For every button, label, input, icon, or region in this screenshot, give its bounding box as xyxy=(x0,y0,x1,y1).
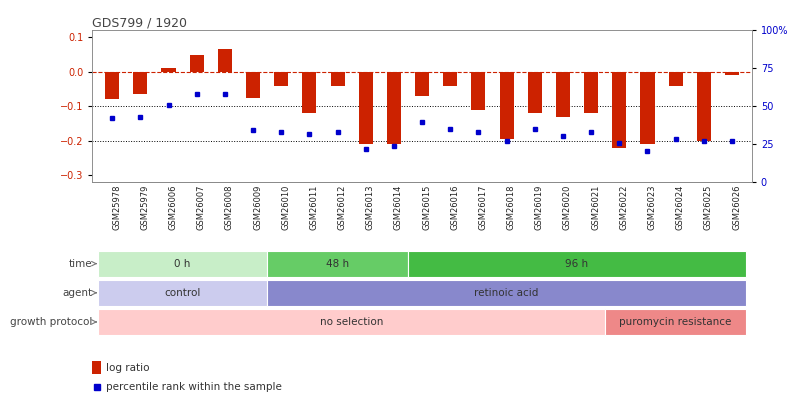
Bar xyxy=(527,72,541,113)
Text: time: time xyxy=(69,259,92,269)
Text: GSM26013: GSM26013 xyxy=(365,185,374,230)
Text: GDS799 / 1920: GDS799 / 1920 xyxy=(92,16,187,29)
Text: GSM25979: GSM25979 xyxy=(141,185,149,230)
Bar xyxy=(407,251,745,277)
Text: retinoic acid: retinoic acid xyxy=(474,288,538,298)
Bar xyxy=(724,72,738,75)
Text: GSM26017: GSM26017 xyxy=(478,185,487,230)
Bar xyxy=(190,55,203,72)
Bar xyxy=(414,72,429,96)
Bar xyxy=(696,72,710,141)
Text: GSM26014: GSM26014 xyxy=(393,185,402,230)
Bar xyxy=(499,72,513,139)
Bar xyxy=(267,280,745,306)
Bar xyxy=(267,251,407,277)
Text: GSM26024: GSM26024 xyxy=(675,185,684,230)
Bar xyxy=(98,309,605,335)
Bar xyxy=(218,49,231,72)
Text: GSM26008: GSM26008 xyxy=(225,185,234,230)
Text: GSM26011: GSM26011 xyxy=(309,185,318,230)
Text: GSM26022: GSM26022 xyxy=(618,185,627,230)
Bar xyxy=(98,251,267,277)
Text: GSM26018: GSM26018 xyxy=(506,185,515,230)
Bar xyxy=(555,72,569,117)
Text: agent: agent xyxy=(63,288,92,298)
Text: GSM26010: GSM26010 xyxy=(281,185,290,230)
Bar xyxy=(583,72,597,113)
Text: GSM26015: GSM26015 xyxy=(422,185,430,230)
Bar xyxy=(302,72,316,113)
Bar xyxy=(330,72,344,85)
Bar xyxy=(161,68,175,72)
Bar xyxy=(442,72,457,85)
Bar xyxy=(640,72,654,144)
Text: GSM26026: GSM26026 xyxy=(731,185,740,230)
Text: GSM26020: GSM26020 xyxy=(562,185,571,230)
Bar xyxy=(605,309,745,335)
Bar xyxy=(274,72,288,85)
Text: growth protocol: growth protocol xyxy=(10,317,92,327)
Bar xyxy=(105,72,119,99)
Text: GSM26009: GSM26009 xyxy=(253,185,262,230)
Text: percentile rank within the sample: percentile rank within the sample xyxy=(106,382,281,392)
Bar xyxy=(471,72,485,110)
Text: control: control xyxy=(165,288,201,298)
Bar xyxy=(612,72,626,148)
Bar xyxy=(668,72,682,85)
Text: GSM26019: GSM26019 xyxy=(534,185,543,230)
Text: GSM26025: GSM26025 xyxy=(703,185,712,230)
Text: GSM26007: GSM26007 xyxy=(197,185,206,230)
Bar xyxy=(358,72,373,144)
Text: GSM25978: GSM25978 xyxy=(112,185,121,230)
Text: GSM26021: GSM26021 xyxy=(590,185,599,230)
Text: no selection: no selection xyxy=(320,317,383,327)
Text: 0 h: 0 h xyxy=(174,259,190,269)
Text: GSM26006: GSM26006 xyxy=(169,185,177,230)
Text: GSM26023: GSM26023 xyxy=(646,185,656,230)
Text: GSM26012: GSM26012 xyxy=(337,185,346,230)
Text: log ratio: log ratio xyxy=(106,362,149,373)
Bar xyxy=(98,280,267,306)
Bar xyxy=(133,72,147,94)
Bar xyxy=(92,361,101,374)
Bar xyxy=(246,72,260,98)
Text: 96 h: 96 h xyxy=(565,259,588,269)
Text: 48 h: 48 h xyxy=(325,259,349,269)
Text: puromycin resistance: puromycin resistance xyxy=(618,317,731,327)
Text: GSM26016: GSM26016 xyxy=(450,185,459,230)
Bar xyxy=(386,72,401,144)
